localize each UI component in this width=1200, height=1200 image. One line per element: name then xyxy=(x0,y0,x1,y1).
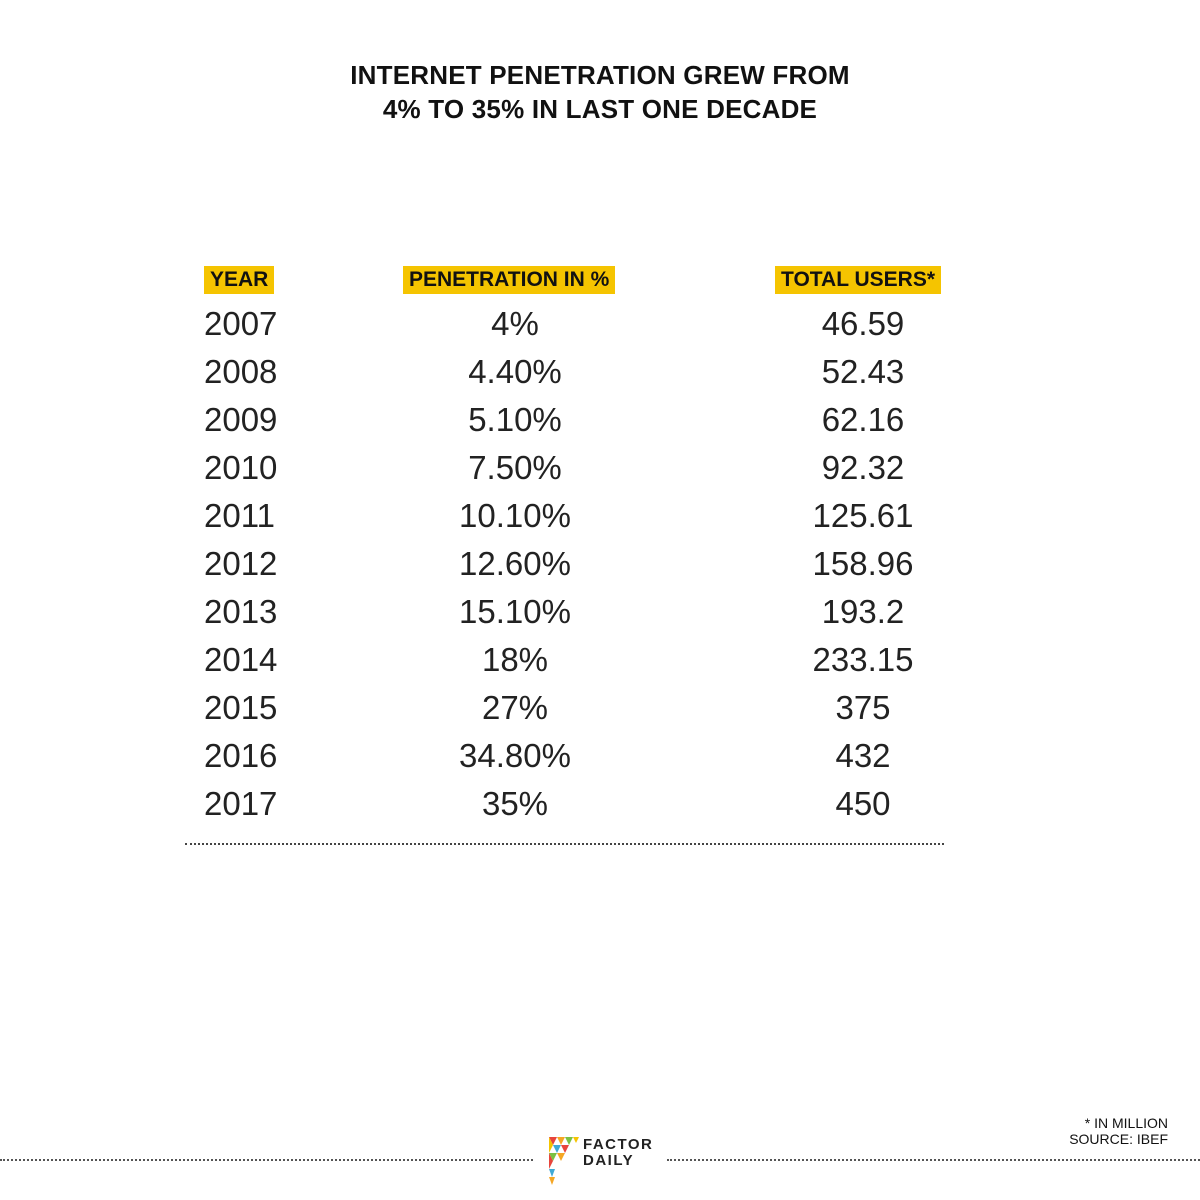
column-header-year: YEAR xyxy=(204,266,275,294)
chart-title: INTERNET PENETRATION GREW FROM 4% TO 35%… xyxy=(0,58,1200,126)
cell-penetration: 18% xyxy=(481,641,549,678)
table-divider xyxy=(185,843,944,845)
cell-year: 2009 xyxy=(204,401,278,438)
chart-title-line-2: 4% TO 35% IN LAST ONE DECADE xyxy=(382,94,818,124)
cell-penetration: 4.40% xyxy=(468,353,562,390)
cell-year: 2011 xyxy=(204,497,275,534)
cell-penetration: 10.10% xyxy=(459,497,571,534)
cell-total-users: 158.96 xyxy=(812,545,914,582)
footnote-source: SOURCE: IBEF xyxy=(1069,1131,1168,1147)
cell-total-users: 450 xyxy=(835,785,891,822)
factor-daily-logo-icon xyxy=(549,1137,579,1185)
cell-penetration: 34.80% xyxy=(459,737,571,774)
table-row: 2016 34.80% 432 xyxy=(0,732,1200,780)
footer-divider-right xyxy=(667,1159,1200,1161)
cell-total-users: 125.61 xyxy=(812,497,914,534)
cell-year: 2010 xyxy=(204,449,278,486)
cell-year: 2016 xyxy=(204,737,278,774)
brand-wordmark: FACTOR DAILY xyxy=(583,1137,653,1169)
table-row: 2013 15.10% 193.2 xyxy=(0,588,1200,636)
brand-logo: FACTOR DAILY xyxy=(547,1137,657,1187)
cell-penetration: 35% xyxy=(481,785,549,822)
cell-year: 2012 xyxy=(204,545,278,582)
table-row: 2007 4% 46.59 xyxy=(0,300,1200,348)
cell-total-users: 52.43 xyxy=(821,353,905,390)
table-row: 2015 27% 375 xyxy=(0,684,1200,732)
column-header-total-users: TOTAL USERS* xyxy=(775,266,942,294)
cell-year: 2008 xyxy=(204,353,278,390)
cell-year: 2007 xyxy=(204,305,278,342)
table-row: 2012 12.60% 158.96 xyxy=(0,540,1200,588)
table-row: 2008 4.40% 52.43 xyxy=(0,348,1200,396)
cell-total-users: 62.16 xyxy=(821,401,905,438)
brand-line-1: FACTOR xyxy=(583,1136,654,1153)
cell-penetration: 4% xyxy=(491,305,539,342)
table-row: 2010 7.50% 92.32 xyxy=(0,444,1200,492)
table-row: 2014 18% 233.15 xyxy=(0,636,1200,684)
footnote: * IN MILLION SOURCE: IBEF xyxy=(1069,1115,1168,1147)
cell-year: 2017 xyxy=(204,785,278,822)
brand-line-2: DAILY xyxy=(583,1152,635,1169)
cell-total-users: 375 xyxy=(835,689,891,726)
cell-year: 2014 xyxy=(204,641,278,678)
footer-divider-left xyxy=(0,1159,533,1161)
cell-penetration: 12.60% xyxy=(459,545,571,582)
cell-penetration: 5.10% xyxy=(468,401,562,438)
table-row: 2011 10.10% 125.61 xyxy=(0,492,1200,540)
cell-penetration: 15.10% xyxy=(459,593,571,630)
cell-total-users: 432 xyxy=(835,737,891,774)
chart-title-line-1: INTERNET PENETRATION GREW FROM xyxy=(350,60,850,90)
cell-total-users: 193.2 xyxy=(821,593,905,630)
column-header-penetration: PENETRATION IN % xyxy=(403,266,616,294)
footnote-units: * IN MILLION xyxy=(1084,1115,1168,1131)
cell-total-users: 92.32 xyxy=(821,449,905,486)
cell-year: 2013 xyxy=(204,593,278,630)
cell-penetration: 27% xyxy=(481,689,549,726)
cell-penetration: 7.50% xyxy=(468,449,562,486)
cell-total-users: 233.15 xyxy=(812,641,914,678)
table-row: 2017 35% 450 xyxy=(0,780,1200,828)
table-row: 2009 5.10% 62.16 xyxy=(0,396,1200,444)
cell-total-users: 46.59 xyxy=(821,305,905,342)
cell-year: 2015 xyxy=(204,689,278,726)
